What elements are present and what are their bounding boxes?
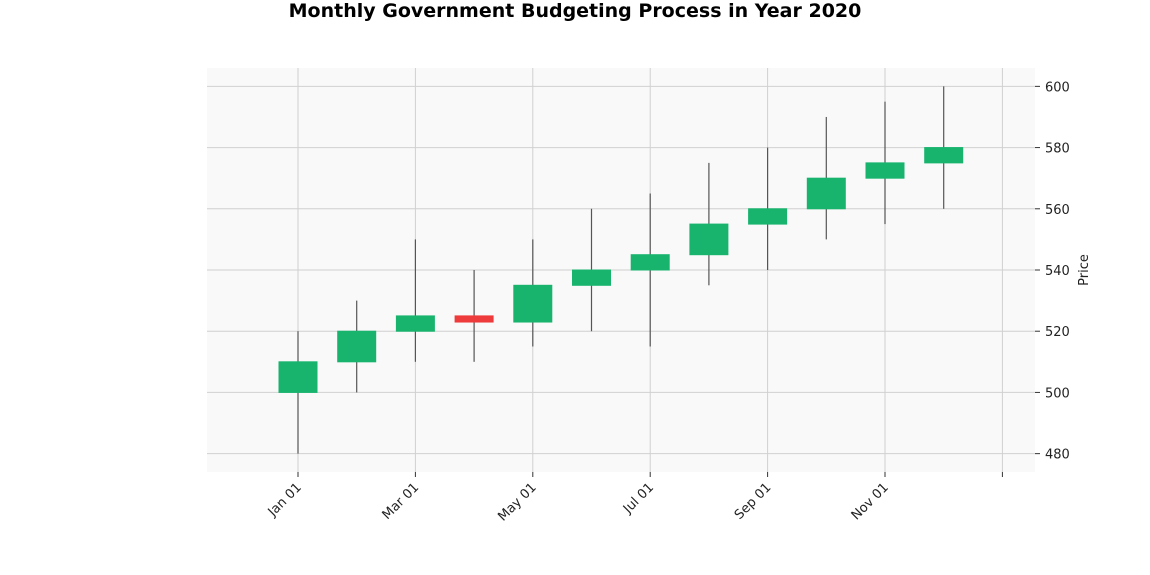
candle-body	[866, 163, 904, 178]
candle-body	[338, 331, 376, 362]
y-axis-label: Price	[1077, 254, 1092, 286]
chart-title: Monthly Government Budgeting Process in …	[289, 0, 862, 22]
x-tick-label: Jan 01	[265, 480, 305, 520]
candle-body	[455, 316, 493, 322]
x-tick-label: Nov 01	[849, 480, 892, 523]
x-axis: Jan 01 Mar 01 May 01 Jul 01 Sep 01 Nov 01	[265, 472, 1003, 524]
candle-body	[690, 224, 728, 255]
candle-body	[514, 285, 552, 322]
candle-body	[925, 148, 963, 163]
candle-body	[631, 255, 669, 270]
x-tick-label: Jul 01	[620, 480, 657, 517]
candle-body	[749, 209, 787, 224]
x-tick-label: Mar 01	[380, 480, 423, 523]
candle-body	[279, 362, 317, 393]
y-tick-label: 540	[1045, 264, 1070, 279]
y-tick-label: 520	[1045, 325, 1070, 340]
x-tick-label: Sep 01	[732, 480, 775, 523]
candle-body	[396, 316, 434, 331]
candle-body	[573, 270, 611, 285]
candle-body	[807, 178, 845, 209]
y-tick-label: 480	[1045, 448, 1070, 463]
y-tick-label: 500	[1045, 386, 1070, 401]
y-tick-label: 580	[1045, 142, 1070, 157]
y-tick-label: 560	[1045, 203, 1070, 218]
y-axis: 480 500 520 540 560 580 600	[1035, 80, 1070, 462]
x-tick-label: May 01	[495, 480, 539, 524]
y-tick-label: 600	[1045, 80, 1070, 95]
